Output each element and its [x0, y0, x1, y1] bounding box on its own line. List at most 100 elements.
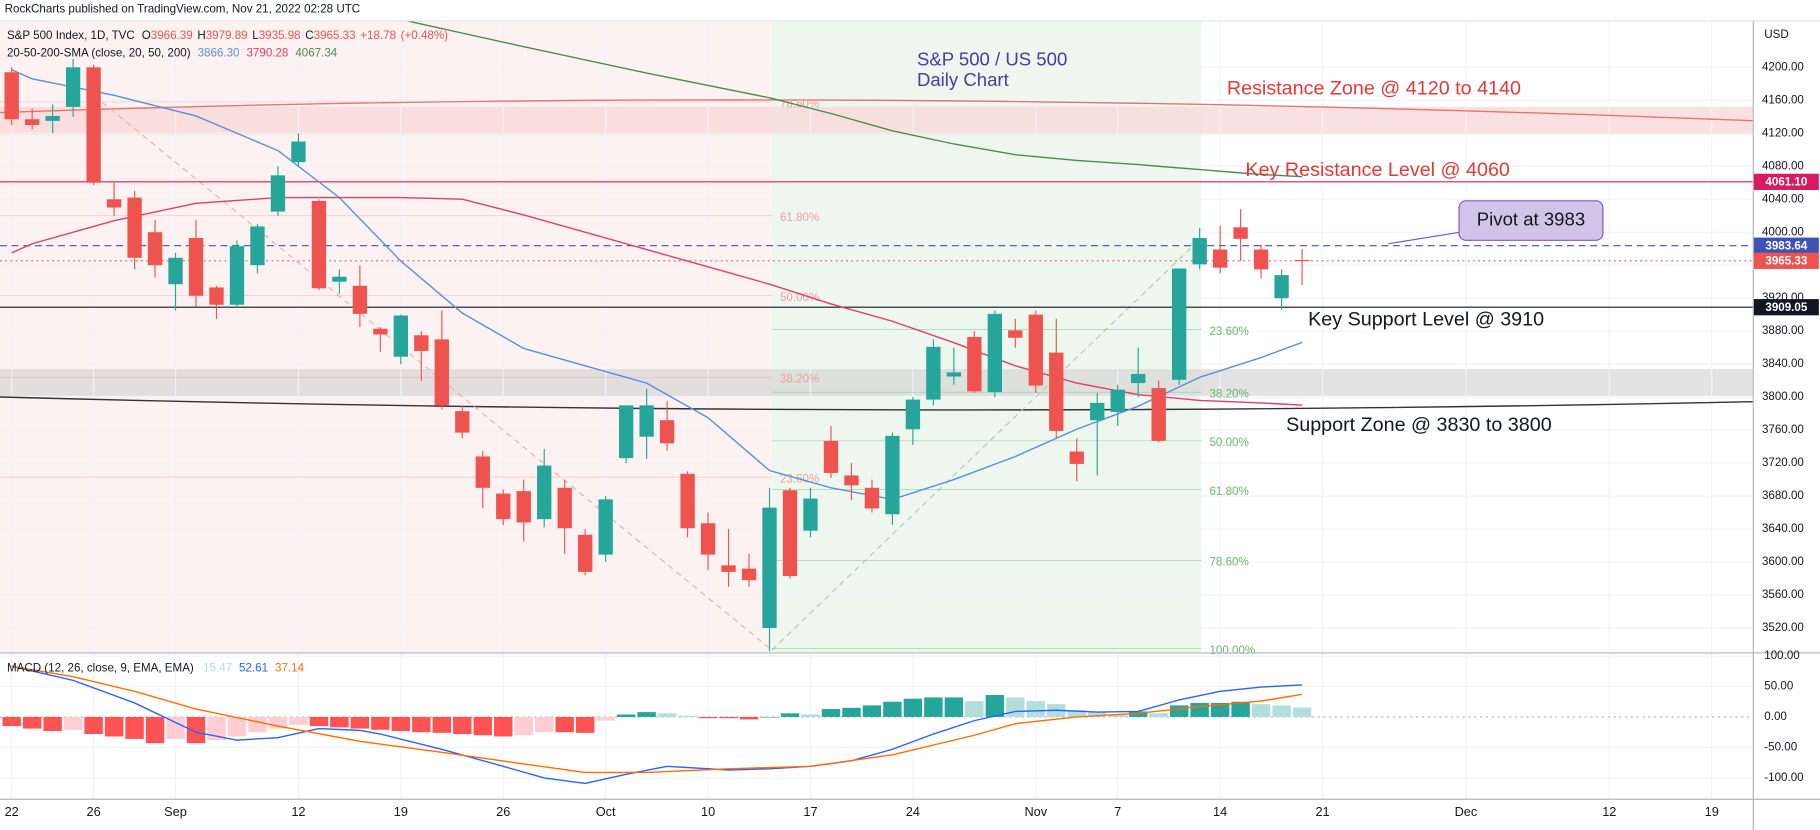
- fib-label: 61.80%: [780, 211, 819, 224]
- macd-histogram-bar: [22, 716, 42, 729]
- y-tick-label: 3800.00: [1762, 390, 1804, 403]
- candles: [4, 59, 1310, 652]
- axes: 22 26 Sep 12 19 26 Oct 10 17 24 Nov 7 14 21 Dec 12 19 USD…: [5, 28, 1819, 819]
- candle-body: [352, 285, 368, 314]
- candle-body: [578, 534, 593, 572]
- candle-body: [168, 257, 183, 285]
- macd-histogram-bar: [760, 716, 779, 718]
- macd-histogram-bar: [125, 716, 144, 739]
- candle-body: [86, 67, 101, 183]
- candle-body: [618, 405, 634, 459]
- macd-histogram-bar: [719, 716, 738, 719]
- candle-body: [1294, 259, 1310, 262]
- candle-body: [598, 499, 613, 555]
- macd-histogram-bar: [1190, 702, 1209, 717]
- y-tick-label: 3840.00: [1762, 357, 1804, 370]
- macd-histogram-bar: [371, 716, 390, 730]
- legend-item: MACD (12, 26, close, 9, EMA, EMA): [7, 662, 194, 675]
- macd-histogram-bar: [903, 698, 923, 717]
- fib-label: 38.20%: [780, 373, 819, 386]
- candle-body: [659, 420, 675, 444]
- y-tick-label: 4120.00: [1762, 126, 1804, 139]
- x-tick-label: 10: [701, 804, 715, 819]
- candle-body: [45, 115, 60, 121]
- y-tick-label: 3560.00: [1762, 588, 1804, 601]
- candle-body: [1090, 402, 1105, 421]
- macd-histogram-bar: [1149, 713, 1168, 717]
- macd-histogram-bar: [1272, 705, 1291, 717]
- candle-body: [1192, 237, 1207, 265]
- backgrounds: [0, 20, 1753, 653]
- candle-body: [4, 72, 19, 120]
- moving-averages: [11, 20, 1303, 501]
- legend-line: 20-50-200-SMA (close, 20, 50, 200) 3866.3…: [7, 46, 338, 59]
- macd-histogram-bar: [186, 716, 206, 744]
- macd-histogram-bar: [924, 697, 943, 717]
- candle-body: [496, 493, 511, 520]
- candle-body: [311, 200, 327, 289]
- signal-line: [11, 665, 1303, 774]
- y-tick-label: 4160.00: [1762, 93, 1804, 106]
- sma-line: [11, 69, 1303, 501]
- macd-histogram-bar: [555, 716, 574, 733]
- candle-body: [1131, 374, 1146, 384]
- macd-histogram-bar: [330, 716, 349, 728]
- candle-body: [229, 246, 245, 305]
- candle-body: [24, 119, 40, 126]
- candle-body: [1274, 275, 1289, 299]
- macd-histogram-bar: [309, 716, 329, 727]
- annotation: Pivot at 3983: [1477, 208, 1585, 229]
- y-tick-label: 3880.00: [1762, 324, 1804, 337]
- annotation: Key Support Level @ 3910: [1308, 309, 1544, 331]
- legend-item: 15.47: [203, 662, 232, 675]
- y-tick-label: 3640.00: [1762, 522, 1804, 535]
- x-tick-label: 17: [803, 804, 817, 819]
- macd-histogram-bar: [268, 716, 288, 729]
- candle-body: [700, 523, 716, 555]
- y-tick-label: 3600.00: [1762, 555, 1804, 568]
- y-tick-label: 4200.00: [1762, 60, 1804, 73]
- candle-body: [557, 487, 572, 529]
- price-tag: [1753, 237, 1819, 254]
- candle-body: [455, 411, 470, 433]
- sma-line: [403, 20, 1303, 178]
- macd-histogram-bar: [84, 716, 103, 735]
- macd-histogram-bar: [1231, 701, 1250, 717]
- candle-body: [332, 276, 347, 282]
- candle-body: [987, 313, 1002, 393]
- macd-histogram-bar: [412, 716, 431, 733]
- macd-histogram-bar: [1292, 707, 1312, 717]
- candle-body: [885, 435, 900, 515]
- x-tick-label: 26: [496, 804, 510, 819]
- candle-body: [434, 339, 449, 406]
- candle-body: [782, 490, 798, 577]
- price-lines: [0, 181, 1753, 308]
- fib-label: 50.00%: [1209, 436, 1248, 449]
- macd-histogram-bar: [248, 716, 267, 733]
- candle-body: [250, 226, 265, 266]
- candle-body: [537, 465, 552, 520]
- legend-item: 3965.33: [314, 29, 356, 42]
- macd-line: [11, 665, 1303, 785]
- legend-item: 37.14: [275, 662, 305, 675]
- y-tick-label: 4000.00: [1762, 225, 1804, 238]
- x-tick-label: 12: [291, 804, 305, 819]
- macd-histogram-bar: [514, 716, 533, 736]
- fib-label: 38.20%: [1209, 388, 1248, 401]
- candle-body: [1069, 451, 1084, 464]
- macd-histogram-bar: [43, 716, 62, 731]
- candle-body: [1049, 352, 1064, 431]
- legend-item: (+0.48%): [401, 29, 449, 42]
- candle-body: [864, 487, 880, 509]
- macd-histogram-bar: [494, 716, 513, 737]
- macd-histogram-bar: [1108, 714, 1127, 717]
- header: RockCharts published on TradingView.com,…: [5, 2, 361, 15]
- candle-body: [270, 175, 286, 212]
- fib-label: 50.00%: [780, 291, 819, 304]
- macd-histogram-bar: [145, 716, 165, 744]
- candle-body: [291, 141, 306, 163]
- callout-box: [1458, 200, 1604, 241]
- resistance-arc: [0, 99, 1753, 122]
- candle-body: [762, 507, 777, 628]
